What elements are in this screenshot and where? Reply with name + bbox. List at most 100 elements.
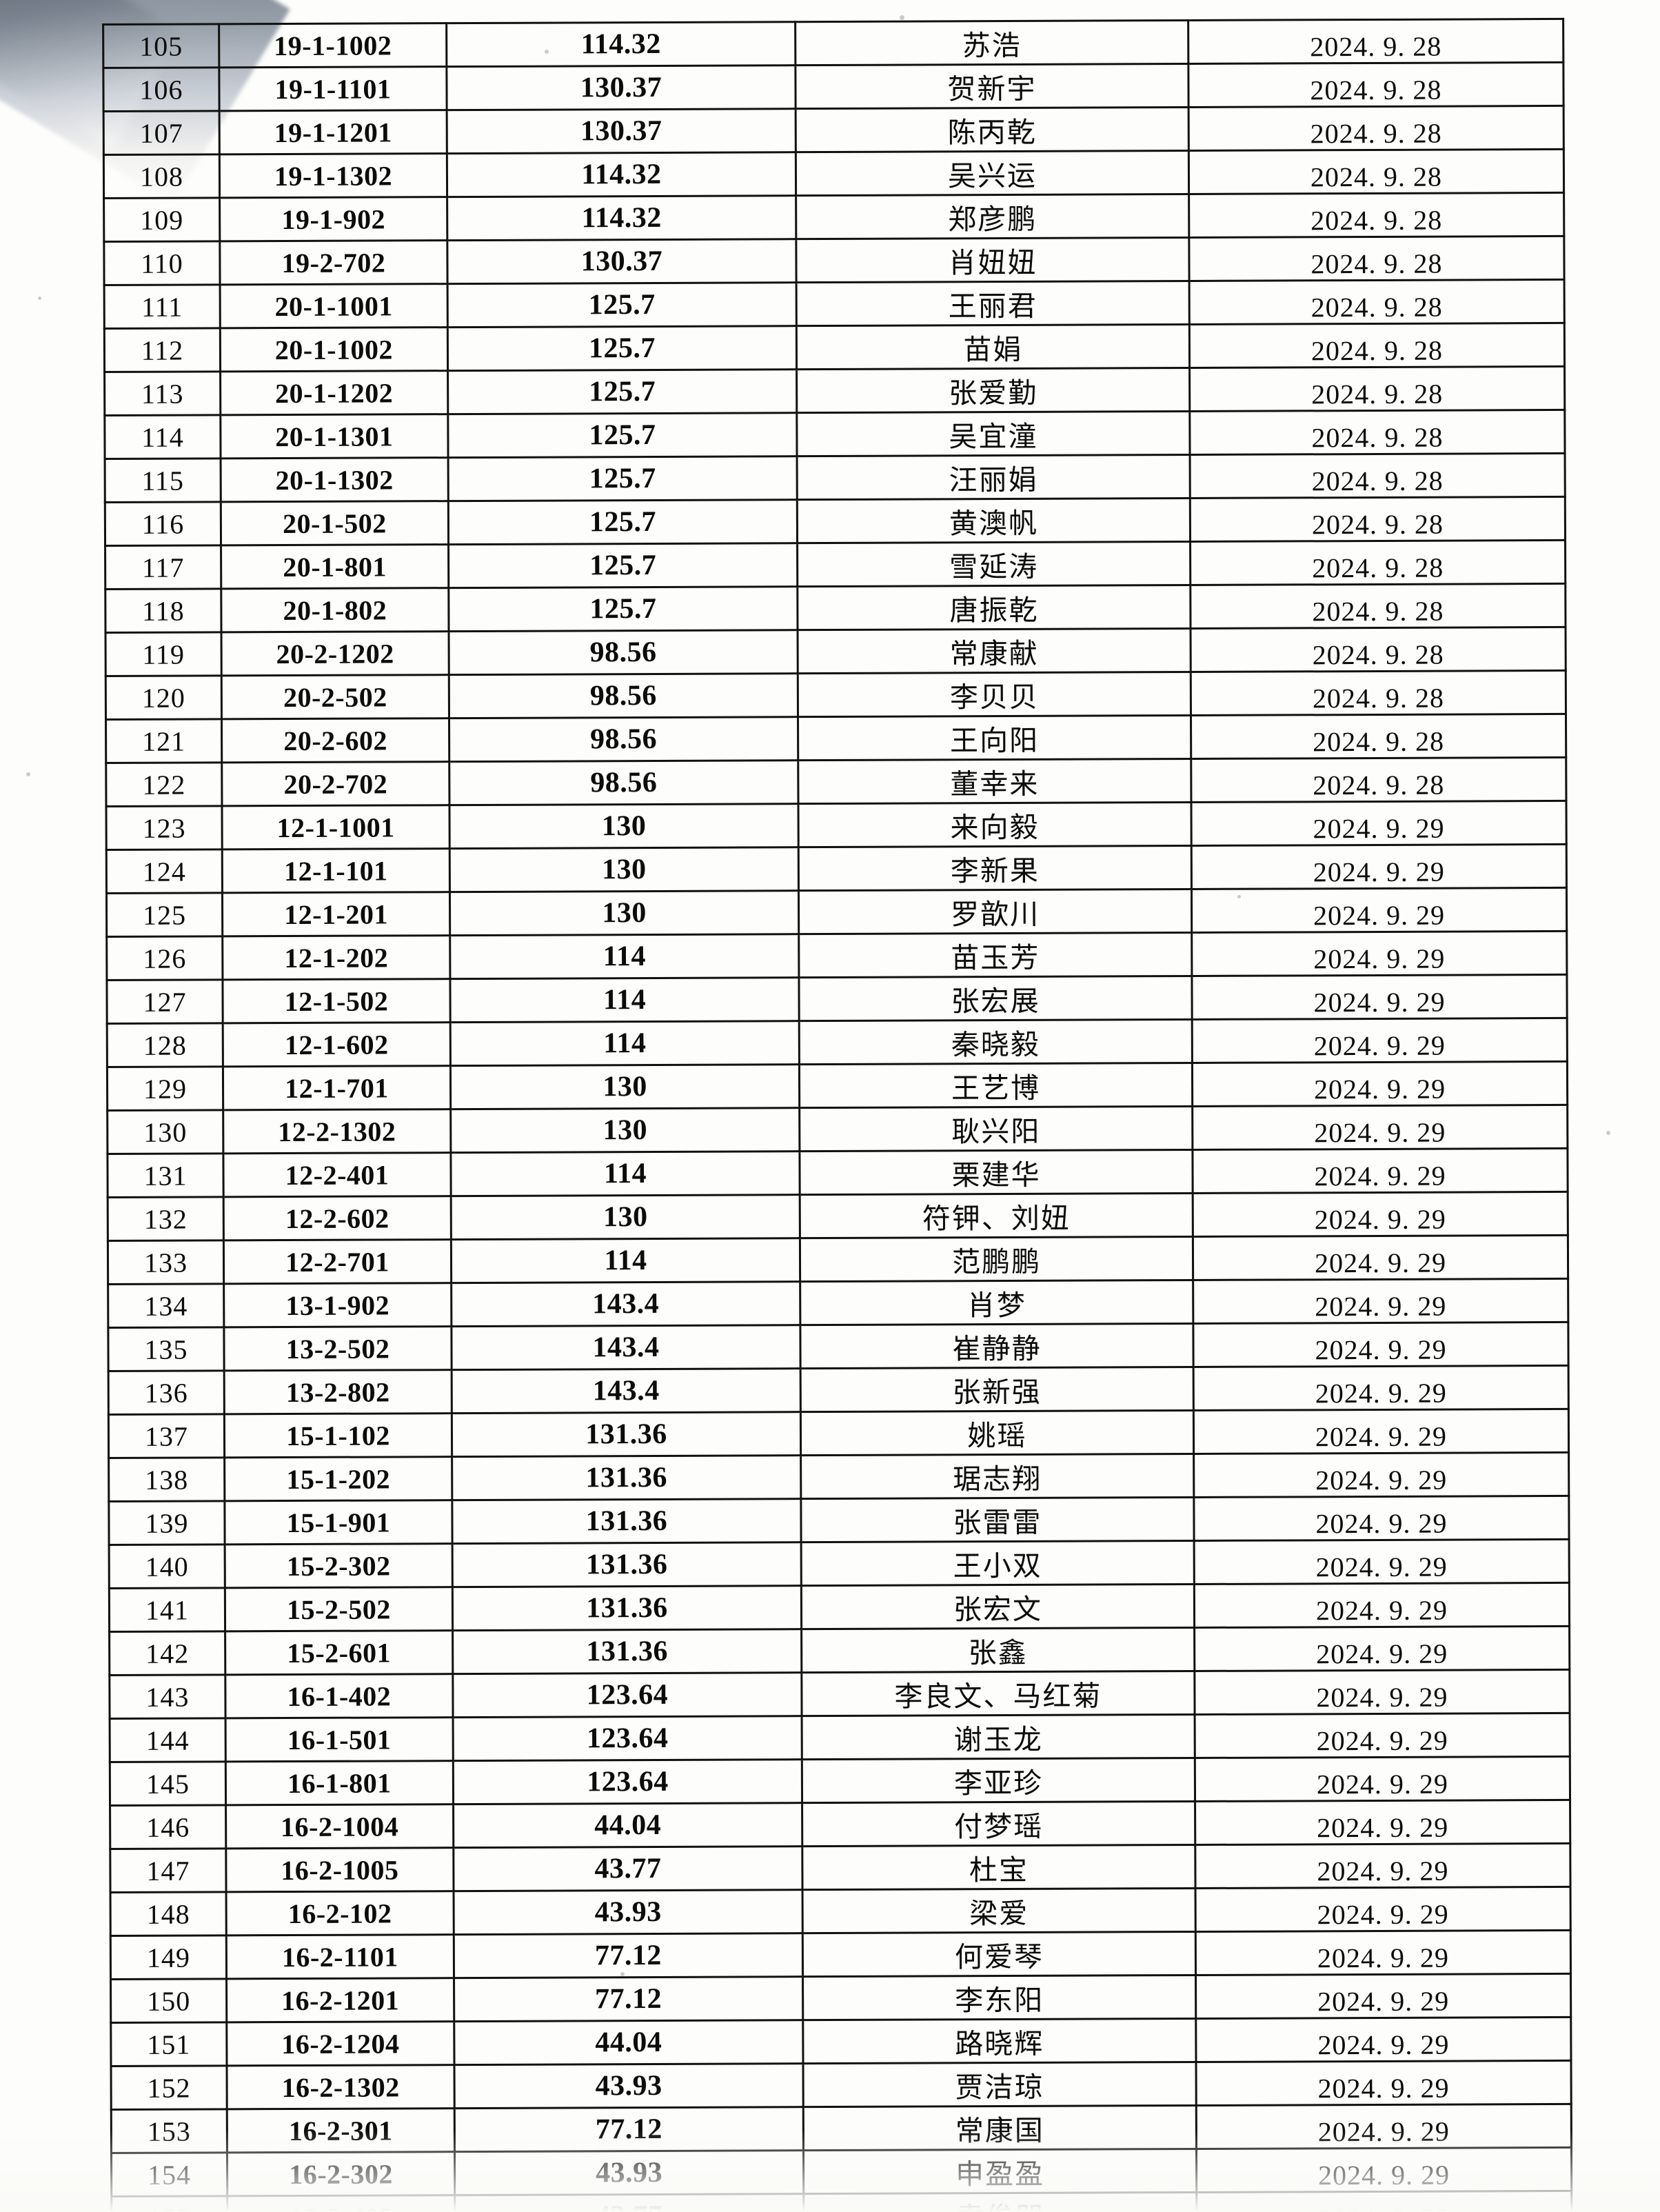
row-date-cell: 2024. 9. 29 [1193, 1278, 1568, 1324]
date-value: 2024. 9. 29 [1313, 856, 1445, 887]
row-unit-cell: 20-1-1202 [220, 370, 448, 415]
table-row: 121 20-2-602 98.56 王向阳 2024. 9. 28 [105, 714, 1566, 763]
date-value: 2024. 9. 28 [1313, 725, 1445, 757]
row-name-cell: 耿兴阳 [799, 1106, 1193, 1152]
table-row: 108 19-1-1302 114.32 吴兴运 2024. 9. 28 [103, 149, 1564, 199]
row-name-cell: 张爱勤 [796, 368, 1190, 413]
row-index-cell: 152 [110, 2065, 227, 2110]
row-date-cell: 2024. 9. 28 [1189, 279, 1565, 325]
row-name-cell: 王向阳 [798, 715, 1191, 761]
row-date-cell: 2024. 9. 28 [1188, 19, 1563, 64]
row-unit-cell: 19-1-1002 [219, 23, 447, 68]
row-unit-cell: 19-1-1101 [219, 66, 447, 111]
row-area-cell: 114 [450, 1020, 800, 1066]
row-area-cell: 143.4 [451, 1325, 801, 1370]
row-index-cell: 149 [110, 1935, 227, 1980]
row-date-cell: 2024. 9. 29 [1195, 1713, 1570, 1758]
row-date-cell: 2024. 9. 28 [1189, 323, 1565, 368]
row-name-cell: 黄澳帆 [797, 498, 1191, 543]
row-unit-cell: 20-2-602 [221, 718, 449, 763]
table-row: 132 12-2-602 130 符钾、刘妞 2024. 9. 29 [108, 1192, 1568, 1241]
row-name-cell: 唐振乾 [797, 585, 1191, 630]
row-name-cell: 吴兴运 [796, 150, 1189, 196]
date-value: 2024. 9. 29 [1317, 1942, 1449, 1973]
row-index-cell: 120 [105, 675, 222, 720]
row-index-cell: 145 [110, 1761, 226, 1806]
table-row: 113 20-1-1202 125.7 张爱勤 2024. 9. 28 [104, 366, 1565, 416]
row-unit-cell: 12-2-1302 [223, 1109, 451, 1154]
row-name-cell: 张宏文 [801, 1584, 1195, 1629]
table-row: 139 15-1-901 131.36 张雷雷 2024. 9. 29 [108, 1496, 1570, 1545]
row-unit-cell: 15-2-302 [225, 1543, 453, 1588]
date-value: 2024. 9. 29 [1316, 1768, 1449, 1800]
table-row: 106 19-1-1101 130.37 贺新宇 2024. 9. 28 [103, 62, 1564, 112]
date-value: 2024. 9. 29 [1315, 1464, 1448, 1496]
row-area-cell: 131.36 [452, 1411, 801, 1457]
row-unit-cell: 12-1-201 [222, 892, 450, 936]
table-row: 147 16-2-1005 43.77 杜宝 2024. 9. 29 [110, 1843, 1571, 1893]
row-name-cell: 王丽君 [796, 281, 1190, 326]
row-index-cell: 143 [109, 1674, 226, 1719]
row-date-cell: 2024. 9. 29 [1193, 1322, 1569, 1367]
row-name-cell: 付梦瑶 [802, 1801, 1195, 1847]
row-index-cell: 147 [110, 1848, 227, 1893]
date-value: 2024. 9. 28 [1312, 552, 1444, 583]
scan-speck [620, 1972, 625, 1976]
row-unit-cell: 20-1-1302 [221, 457, 449, 502]
row-unit-cell: 20-1-801 [221, 544, 449, 589]
row-unit-cell: 16-1-801 [225, 1760, 454, 1805]
row-area-cell: 125.7 [448, 543, 798, 588]
row-name-cell: 秦晓毅 [799, 1019, 1193, 1065]
row-name-cell: 梁爱 [802, 1888, 1196, 1933]
table-row: 122 20-2-702 98.56 董幸来 2024. 9. 28 [105, 757, 1566, 807]
table-row: 140 15-2-302 131.36 王小双 2024. 9. 29 [109, 1539, 1570, 1589]
row-name-cell: 张宏展 [798, 976, 1193, 1021]
row-name-cell: 范鹏鹏 [800, 1236, 1193, 1282]
row-unit-cell: 12-1-602 [223, 1022, 451, 1067]
row-date-cell: 2024. 9. 29 [1193, 1409, 1569, 1454]
row-unit-cell: 20-1-802 [221, 587, 449, 632]
table-row: 110 19-2-702 130.37 肖妞妞 2024. 9. 28 [103, 236, 1565, 285]
row-index-cell: 151 [110, 2022, 227, 2067]
row-area-cell: 44.04 [453, 1802, 802, 1848]
row-area-cell: 131.36 [452, 1542, 802, 1587]
row-unit-cell: 12-1-502 [222, 978, 451, 1023]
table-row: 128 12-1-602 114 秦晓毅 2024. 9. 29 [107, 1018, 1568, 1067]
date-value: 2024. 9. 29 [1317, 2072, 1450, 2104]
row-date-cell: 2024. 9. 28 [1190, 453, 1566, 499]
row-name-cell: 苗玉芳 [798, 932, 1192, 978]
row-area-cell: 130.37 [447, 108, 796, 154]
row-index-cell: 131 [107, 1153, 224, 1198]
date-value: 2024. 9. 28 [1312, 595, 1444, 627]
date-value: 2024. 9. 28 [1311, 378, 1444, 410]
date-value: 2024. 9. 28 [1310, 161, 1443, 192]
row-date-cell: 2024. 9. 29 [1195, 1887, 1571, 1932]
table-row: 105 19-1-1002 114.32 苏浩 2024. 9. 28 [103, 19, 1563, 68]
row-date-cell: 2024. 9. 28 [1190, 540, 1566, 585]
row-index-cell: 138 [108, 1457, 225, 1502]
table-row: 145 16-1-801 123.64 李亚珍 2024. 9. 29 [110, 1756, 1570, 1806]
row-date-cell: 2024. 9. 29 [1195, 1800, 1570, 1845]
row-name-cell: 罗歆川 [798, 889, 1192, 934]
row-date-cell: 2024. 9. 29 [1191, 844, 1567, 889]
row-name-cell: 郑彦鹏 [796, 194, 1189, 239]
table-row: 125 12-1-201 130 罗歆川 2024. 9. 29 [106, 887, 1567, 937]
row-date-cell: 2024. 9. 29 [1195, 2017, 1571, 2062]
row-index-cell: 106 [103, 67, 220, 112]
row-unit-cell: 20-1-1001 [220, 283, 448, 328]
row-unit-cell: 15-1-102 [224, 1413, 452, 1458]
row-area-cell: 114.32 [447, 152, 796, 197]
row-area-cell: 125.7 [447, 412, 798, 458]
row-date-cell: 2024. 9. 29 [1194, 1626, 1570, 1671]
table-row: 134 13-1-902 143.4 肖梦 2024. 9. 29 [108, 1278, 1568, 1328]
table-row: 143 16-1-402 123.64 李良文、马红菊 2024. 9. 29 [109, 1669, 1570, 1719]
row-unit-cell: 19-2-702 [219, 240, 448, 285]
date-value: 2024. 9. 29 [1315, 1377, 1447, 1409]
date-value: 2024. 9. 29 [1313, 1073, 1446, 1105]
scan-speck [1606, 1131, 1610, 1135]
table-row: 142 15-2-601 131.36 张鑫 2024. 9. 29 [109, 1626, 1570, 1676]
row-unit-cell: 15-2-502 [225, 1587, 453, 1631]
table-row: 130 12-2-1302 130 耿兴阳 2024. 9. 29 [107, 1105, 1568, 1154]
row-area-cell: 130 [449, 803, 799, 849]
row-name-cell: 肖妞妞 [796, 237, 1190, 283]
